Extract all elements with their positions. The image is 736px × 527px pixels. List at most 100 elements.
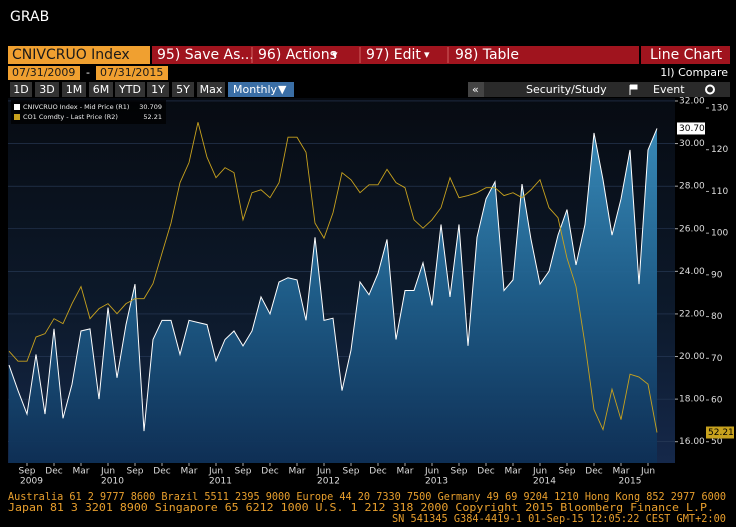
x-tick-label: Jun — [208, 467, 223, 477]
line — [8, 122, 658, 433]
compare[interactable]: 1l) Compare — [660, 66, 728, 79]
last-value: 30.709 — [679, 124, 711, 134]
period[interactable]: 3D — [39, 83, 54, 96]
period-box[interactable] — [147, 82, 169, 97]
start-date[interactable]: 07/31/2009 — [12, 66, 75, 79]
x-tick-label: Jun — [424, 467, 439, 477]
x-tick-label: Mar — [397, 467, 414, 477]
view[interactable]: Line Chart — [650, 47, 723, 63]
view-box[interactable] — [641, 46, 730, 64]
dropdown-arrow: ▾ — [424, 48, 430, 61]
y2-tick-label: 90 — [711, 270, 723, 280]
period-box[interactable] — [172, 82, 194, 97]
collapse[interactable]: « — [472, 83, 479, 96]
x-tick-label: Jun — [532, 467, 547, 477]
x-tick-label: Mar — [505, 467, 522, 477]
x-tick-label: Dec — [477, 467, 494, 477]
menu-button[interactable]: 98) Table — [455, 47, 519, 63]
year-label: 2012 — [317, 477, 340, 487]
y2-tick-label: 80 — [711, 312, 723, 322]
security-study[interactable]: Security/Study — [526, 83, 607, 96]
menu-button[interactable]: 96) Actions — [258, 47, 337, 63]
last-value-tag — [677, 122, 705, 135]
last-value: 52.21 — [708, 428, 734, 438]
period[interactable]: 5Y — [176, 83, 190, 96]
y2-tick-label: 110 — [711, 187, 728, 197]
legend-swatch — [14, 114, 20, 120]
period-box[interactable] — [10, 82, 32, 97]
x-tick-label: Sep — [127, 467, 144, 477]
menu-bar — [152, 46, 639, 64]
menu-button[interactable]: 97) Edit — [366, 47, 421, 63]
y-tick-label: 20.00 — [679, 352, 705, 362]
footer-line: Australia 61 2 9777 8600 Brazil 5511 239… — [8, 491, 726, 503]
footer-line: Japan 81 3 3201 8900 Singapore 65 6212 1… — [8, 502, 714, 514]
y-tick-label: 16.00 — [679, 437, 705, 447]
year-label: 2013 — [425, 477, 448, 487]
x-tick-label: Sep — [235, 467, 252, 477]
menu-button[interactable]: 95) Save As... — [157, 47, 254, 63]
chart: 16.00 18.00 20.00 22.00 24.00 26.00 28.00 30.00… — [8, 96, 734, 487]
collapse-box[interactable] — [468, 82, 484, 97]
security[interactable]: CNIVCRUO Index — [12, 47, 130, 63]
x-tick-label: Dec — [585, 467, 602, 477]
flag-icon — [629, 84, 638, 95]
range-separator: - — [86, 66, 90, 79]
y2-tick-label: 120 — [711, 145, 728, 155]
legend-label: CNIVCRUO Index - Mid Price (R1) — [23, 103, 129, 111]
x-tick-label: Sep — [559, 467, 576, 477]
x-tick-label: Jun — [100, 467, 115, 477]
period-box[interactable] — [89, 82, 113, 97]
period[interactable]: YTD — [118, 83, 141, 96]
year-label: 2010 — [101, 477, 124, 487]
period-box[interactable] — [115, 82, 145, 97]
period[interactable]: 1M — [66, 83, 83, 96]
area — [9, 128, 657, 463]
x-tick-label: Jun — [316, 467, 331, 477]
y-tick-label: 22.00 — [679, 309, 705, 319]
y-tick-label: 28.00 — [679, 182, 705, 192]
last-value-tag — [706, 426, 734, 439]
footer: Australia 61 2 9777 8600 Brazil 5511 239… — [8, 491, 726, 525]
date-box[interactable] — [8, 66, 80, 80]
period-box[interactable] — [197, 82, 225, 97]
y2-tick-label: 130 — [711, 104, 728, 114]
y2-tick-label: 50 — [711, 437, 723, 447]
year-label: 2014 — [533, 477, 556, 487]
x-tick-label: Mar — [181, 467, 198, 477]
period[interactable]: 1D — [13, 83, 28, 96]
dropdown-arrow: ▾ — [332, 48, 338, 61]
window-title: GRAB — [10, 9, 49, 25]
gear-icon[interactable] — [705, 84, 715, 95]
y2-tick-label: 70 — [711, 354, 723, 364]
end-date[interactable]: 07/31/2015 — [100, 66, 163, 79]
x-tick-label: Mar — [73, 467, 90, 477]
x-tick-label: Mar — [613, 467, 630, 477]
line — [8, 128, 658, 432]
period-box[interactable] — [62, 82, 86, 97]
x-tick-label: Sep — [451, 467, 468, 477]
tool-bar — [468, 82, 730, 97]
x-tick-label: Dec — [153, 467, 170, 477]
year-label: 2009 — [20, 477, 43, 487]
x-tick-label: Sep — [19, 467, 36, 477]
year-label: 2011 — [209, 477, 232, 487]
x-tick-label: Dec — [45, 467, 62, 477]
legend-swatch — [14, 104, 20, 110]
x-tick-label: Sep — [343, 467, 360, 477]
footer-line: SN 541345 G384-4419-1 01-Sep-15 12:05:22… — [392, 513, 726, 525]
period-box[interactable] — [35, 82, 59, 97]
period[interactable]: Max — [200, 83, 223, 96]
frequency-box[interactable] — [228, 82, 294, 97]
x-tick-label: Mar — [289, 467, 306, 477]
frequency[interactable]: Monthly — [233, 83, 278, 96]
period[interactable]: 1Y — [151, 83, 165, 96]
security-box[interactable] — [8, 46, 150, 64]
date-box[interactable] — [96, 66, 168, 80]
event[interactable]: Event — [653, 83, 685, 96]
year-label: 2015 — [619, 477, 642, 487]
period[interactable]: 6M — [93, 83, 110, 96]
legend-value: 52.21 — [143, 113, 162, 121]
x-tick-label: Jun — [640, 467, 655, 477]
